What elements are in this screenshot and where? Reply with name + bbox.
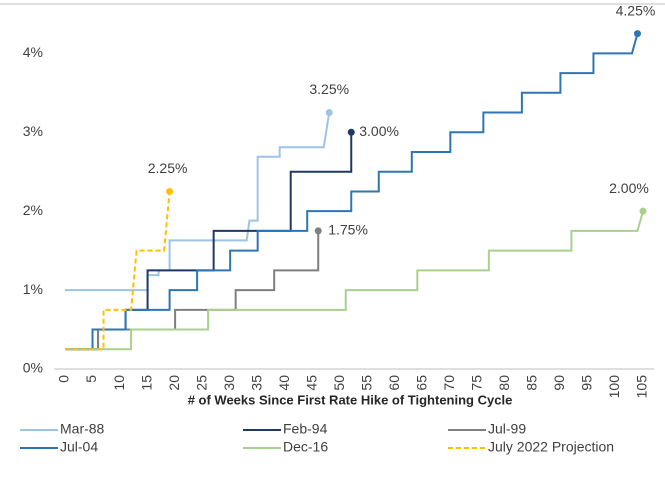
legend-label: Jul-04: [60, 439, 98, 455]
x-tick-label: 20: [166, 375, 182, 391]
x-tick-label: 80: [496, 375, 512, 391]
end-label: 1.75%: [328, 222, 368, 238]
y-tick-label: 3%: [23, 123, 43, 139]
series-line: [65, 33, 639, 351]
x-tick-label: 30: [221, 375, 237, 391]
y-tick-label: 4%: [23, 44, 43, 60]
end-label: 2.00%: [609, 180, 649, 196]
x-tick-label: 90: [551, 375, 567, 391]
end-marker: [633, 30, 641, 38]
end-marker: [325, 109, 333, 117]
end-marker: [639, 207, 647, 215]
legend-label: Feb-94: [283, 421, 328, 437]
end-marker: [314, 227, 322, 235]
end-marker: [166, 187, 174, 195]
x-tick-label: 55: [358, 375, 374, 391]
x-tick-label: 95: [579, 375, 595, 391]
legend-label: Dec-16: [283, 439, 328, 455]
x-tick-label: 40: [276, 375, 292, 391]
legend-label: Mar-88: [60, 421, 105, 437]
end-marker: [347, 128, 355, 136]
series-line: [65, 210, 644, 351]
x-tick-label: 0: [56, 375, 72, 383]
x-tick-label: 50: [331, 375, 347, 391]
end-label: 3.25%: [309, 81, 349, 97]
x-tick-label: 10: [111, 375, 127, 391]
end-label: 2.25%: [148, 160, 188, 176]
x-tick-label: 85: [524, 375, 540, 391]
x-tick-label: 15: [138, 375, 154, 391]
legend-label: July 2022 Projection: [488, 439, 614, 455]
x-tick-label: 65: [414, 375, 430, 391]
x-tick-label: 45: [303, 375, 319, 391]
series-line: [65, 112, 331, 292]
y-tick-label: 2%: [23, 202, 43, 218]
y-tick-label: 1%: [23, 281, 43, 297]
end-label: 4.25%: [616, 2, 656, 18]
x-tick-label: 100: [606, 375, 622, 399]
y-tick-label: 0%: [23, 360, 43, 376]
end-label: 3.00%: [359, 123, 399, 139]
x-tick-label: 105: [634, 375, 650, 399]
x-tick-label: 5: [83, 375, 99, 383]
x-axis-label: # of Weeks Since First Rate Hike of Tigh…: [188, 392, 513, 407]
legend-label: Jul-99: [488, 421, 526, 437]
x-tick-label: 35: [248, 375, 264, 391]
x-tick-label: 70: [441, 375, 457, 391]
series-line: [65, 191, 171, 351]
x-tick-label: 25: [193, 375, 209, 391]
x-tick-label: 75: [469, 375, 485, 391]
x-tick-label: 60: [386, 375, 402, 391]
